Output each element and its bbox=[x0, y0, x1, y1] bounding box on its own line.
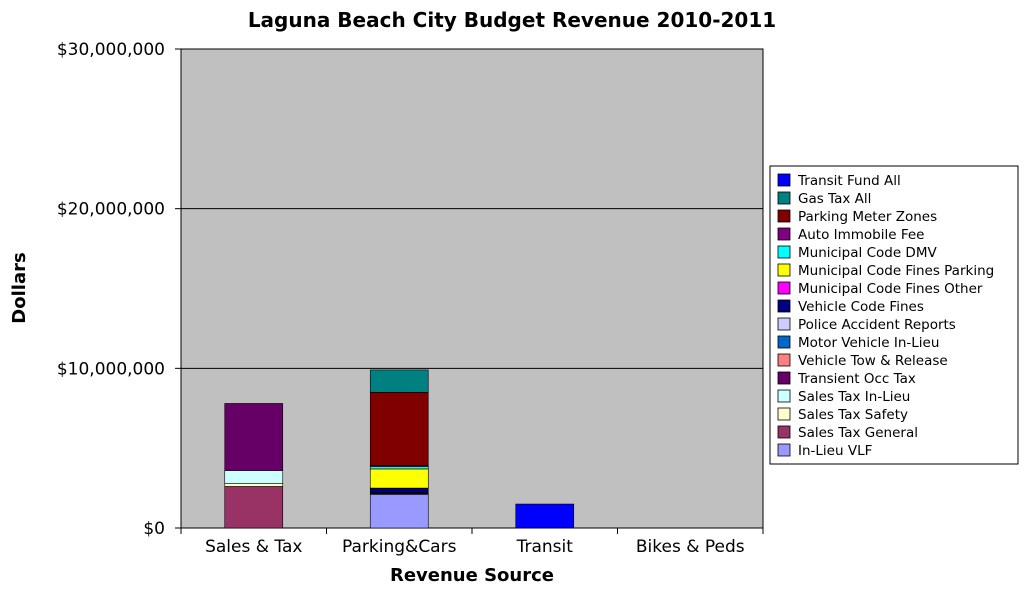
legend-swatch bbox=[777, 191, 791, 205]
legend-swatch bbox=[777, 389, 791, 403]
bar-segment bbox=[369, 468, 429, 489]
y-tick-label: $20,000,000 bbox=[57, 200, 165, 220]
bar-segment bbox=[224, 470, 284, 484]
legend-label: Vehicle Tow & Release bbox=[798, 353, 948, 369]
x-tick-label: Parking&Cars bbox=[342, 537, 457, 557]
legend-swatch bbox=[777, 371, 791, 385]
legend-swatch bbox=[777, 353, 791, 367]
legend-swatch bbox=[777, 299, 791, 313]
legend-label: Transit Fund All bbox=[797, 173, 901, 189]
bar-segment bbox=[369, 488, 429, 493]
legend-swatch bbox=[777, 209, 791, 223]
legend-swatch bbox=[777, 281, 791, 295]
bar-segment bbox=[224, 482, 284, 487]
bar-segment bbox=[369, 369, 429, 393]
legend-swatch bbox=[777, 263, 791, 277]
legend-label: Vehicle Code Fines bbox=[798, 299, 924, 315]
legend-label: Parking Meter Zones bbox=[798, 209, 937, 225]
legend-label: Police Accident Reports bbox=[798, 317, 956, 333]
legend-swatch bbox=[777, 227, 791, 241]
legend-label: Sales Tax Safety bbox=[798, 407, 908, 423]
legend-label: Sales Tax In-Lieu bbox=[798, 389, 910, 405]
legend-swatch bbox=[777, 425, 791, 439]
legend-label: Municipal Code DMV bbox=[798, 245, 937, 261]
legend-swatch bbox=[777, 245, 791, 259]
x-axis-title: Revenue Source bbox=[390, 565, 554, 586]
legend-label: Auto Immobile Fee bbox=[798, 227, 924, 243]
y-axis-title: Dollars bbox=[9, 252, 30, 323]
legend-label: Municipal Code Fines Parking bbox=[798, 263, 994, 279]
bar-segment bbox=[369, 494, 429, 529]
legend-label: In-Lieu VLF bbox=[798, 443, 872, 459]
legend-label: Municipal Code Fines Other bbox=[798, 281, 983, 297]
bar-segment bbox=[369, 391, 429, 467]
bar-segment bbox=[224, 403, 284, 471]
legend-label: Transient Occ Tax bbox=[797, 371, 916, 387]
y-tick-label: $30,000,000 bbox=[57, 40, 165, 60]
legend-swatch bbox=[777, 335, 791, 349]
bar-segment bbox=[224, 486, 284, 529]
chart-title: Laguna Beach City Budget Revenue 2010-20… bbox=[248, 8, 776, 32]
legend-swatch bbox=[777, 173, 791, 187]
x-tick-label: Sales & Tax bbox=[205, 537, 302, 557]
legend-label: Sales Tax General bbox=[798, 425, 918, 441]
legend-label: Gas Tax All bbox=[798, 191, 871, 207]
legend-swatch bbox=[777, 407, 791, 421]
legend-swatch bbox=[777, 443, 791, 457]
x-tick-label: Transit bbox=[516, 537, 574, 557]
y-tick-label: $10,000,000 bbox=[57, 359, 165, 379]
legend-swatch bbox=[777, 317, 791, 331]
legend-box bbox=[769, 165, 1019, 465]
y-tick-label: $0 bbox=[143, 519, 165, 539]
legend-label: Motor Vehicle In-Lieu bbox=[798, 335, 939, 351]
x-tick-label: Bikes & Peds bbox=[636, 537, 745, 557]
bar-segment bbox=[515, 503, 575, 529]
bar-segment bbox=[369, 466, 429, 470]
